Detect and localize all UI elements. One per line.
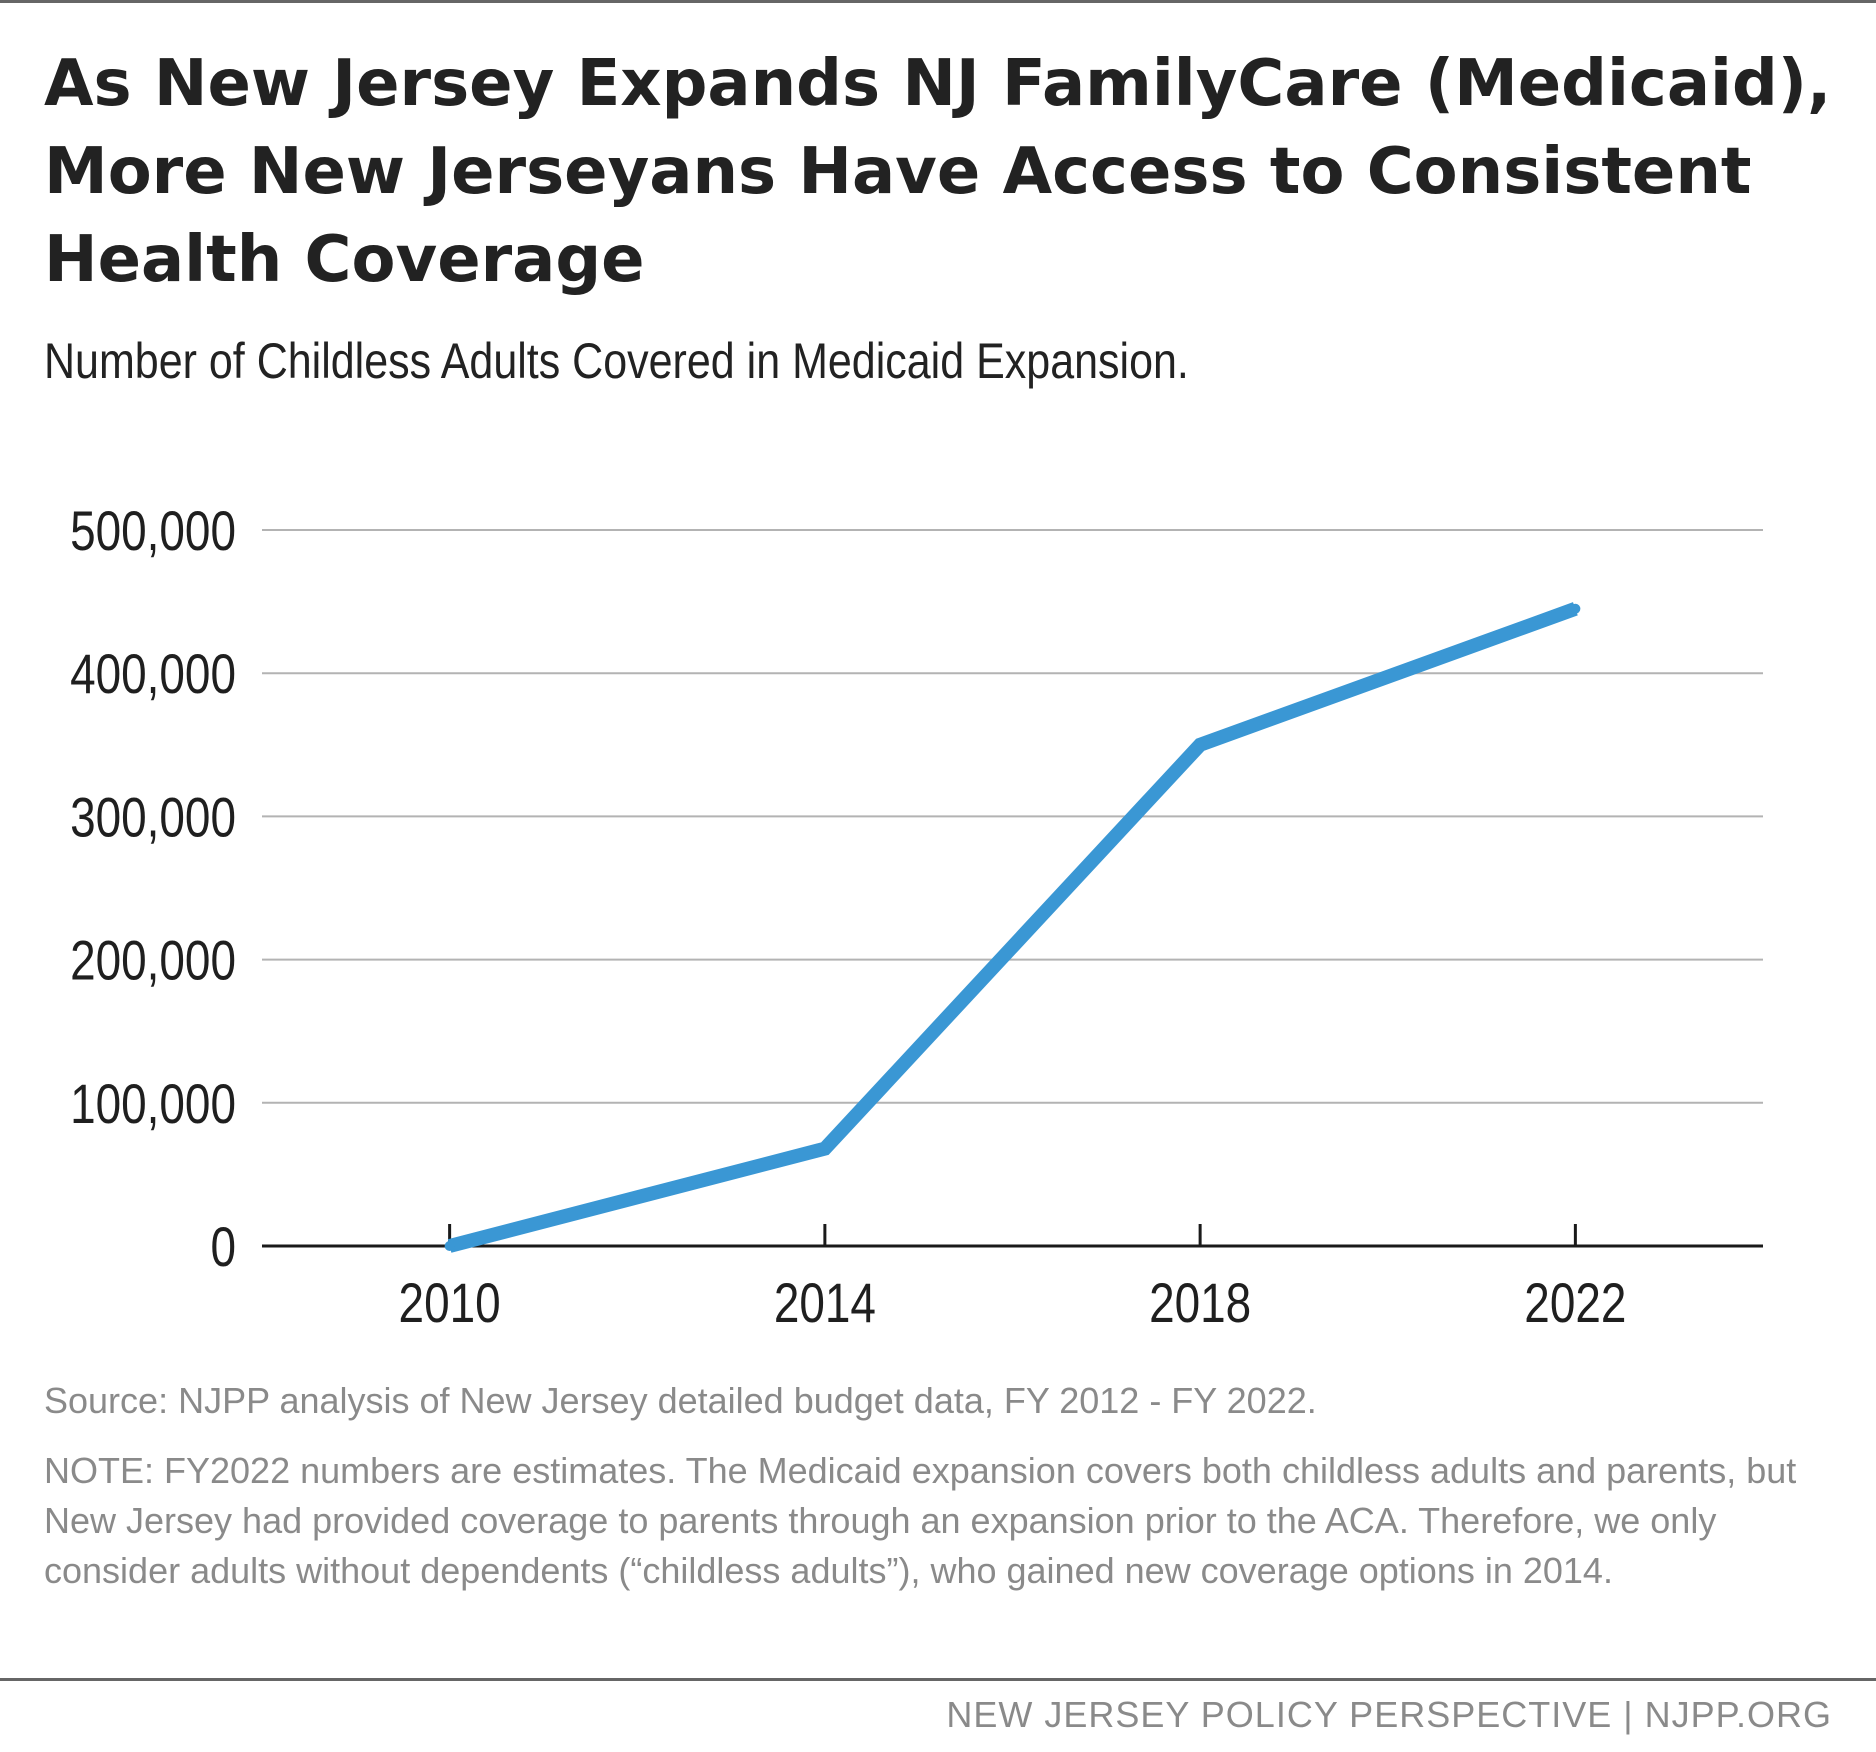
bottom-rule <box>0 1678 1876 1681</box>
chart-subtitle: Number of Childless Adults Covered in Me… <box>44 333 1189 389</box>
y-tick-label: 400,000 <box>70 643 236 705</box>
x-tick-label: 2018 <box>1149 1272 1251 1334</box>
x-tick-label: 2014 <box>774 1272 876 1334</box>
chart-title: As New Jersey Expands NJ FamilyCare (Med… <box>44 47 1832 297</box>
data-point <box>444 1241 455 1251</box>
footer-credit: NEW JERSEY POLICY PERSPECTIVE | NJPP.ORG <box>946 1694 1832 1735</box>
y-axis-tick-labels: 0 100,000 200,000 300,000 400,000 500,000 <box>70 500 236 1278</box>
line-chart: 0 100,000 200,000 300,000 400,000 500,000 201… <box>70 500 1763 1334</box>
x-tick-label: 2022 <box>1524 1272 1626 1334</box>
top-rule <box>0 0 1876 3</box>
x-tick-label: 2010 <box>399 1272 501 1334</box>
data-point <box>1570 603 1581 614</box>
series-lines <box>444 602 1581 1253</box>
source-note: Source: NJPP analysis of New Jersey deta… <box>44 1380 1317 1421</box>
series-line <box>447 602 1578 1253</box>
y-tick-label: 0 <box>210 1216 236 1278</box>
y-tick-label: 100,000 <box>70 1072 236 1134</box>
y-tick-label: 300,000 <box>70 786 236 848</box>
footnote: NOTE: FY2022 numbers are estimates. The … <box>44 1450 1797 1591</box>
data-point <box>819 1143 830 1154</box>
y-tick-label: 500,000 <box>70 500 236 562</box>
y-tick-label: 200,000 <box>70 929 236 991</box>
data-point <box>1195 739 1206 750</box>
x-axis: 2010 2014 2018 2022 <box>262 1224 1763 1334</box>
gridlines <box>262 529 1763 1104</box>
